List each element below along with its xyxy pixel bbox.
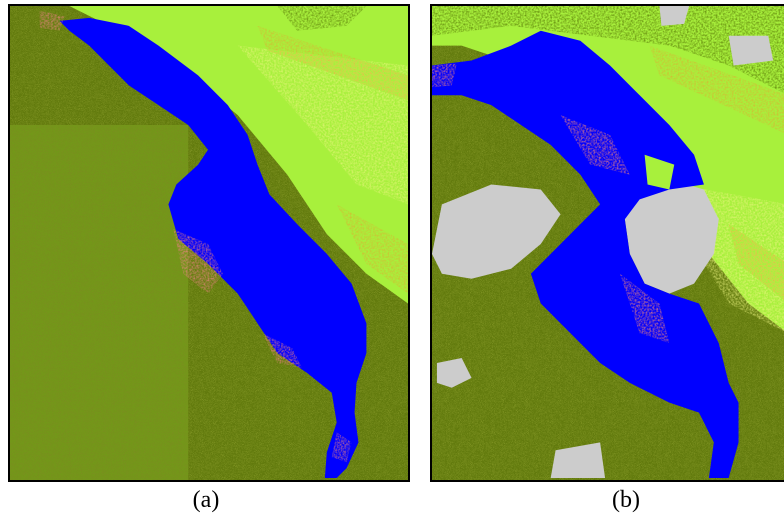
yellow-crop-strip-2 — [728, 224, 784, 301]
cloud-bottom-left — [436, 358, 472, 388]
panel-a-image — [8, 4, 410, 482]
yellow-crop-strip — [649, 45, 784, 134]
caption-a: (a) — [192, 487, 220, 513]
cloud-bottom — [550, 442, 606, 479]
bright-island — [644, 154, 675, 190]
water-region — [432, 30, 739, 479]
dense-forest-top — [432, 6, 784, 94]
flooded-vegetation-3 — [331, 432, 352, 463]
yellow-crop-strip-2 — [336, 204, 408, 294]
flooded-vegetation-4 — [39, 10, 65, 31]
flooded-vegetation-2 — [262, 333, 303, 368]
flooded-vegetation-1 — [560, 115, 630, 175]
caption-b: (b) — [612, 487, 640, 513]
water-region — [59, 17, 367, 479]
light-crop-region — [237, 45, 408, 205]
land-cover-map-a — [10, 6, 408, 480]
bright-speckle-left — [10, 124, 189, 480]
panel-b-image — [430, 4, 784, 482]
flooded-vegetation-2 — [619, 273, 670, 344]
cloud-center — [624, 179, 719, 294]
flooded-vegetation-1 — [173, 229, 223, 294]
forest-patch-top — [277, 6, 367, 31]
cloud-top-right — [659, 6, 774, 66]
flooded-vegetation-3 — [432, 63, 457, 88]
cloud-left — [432, 184, 561, 279]
yellow-crop-strip — [257, 25, 408, 101]
land-cover-map-b — [432, 6, 784, 480]
